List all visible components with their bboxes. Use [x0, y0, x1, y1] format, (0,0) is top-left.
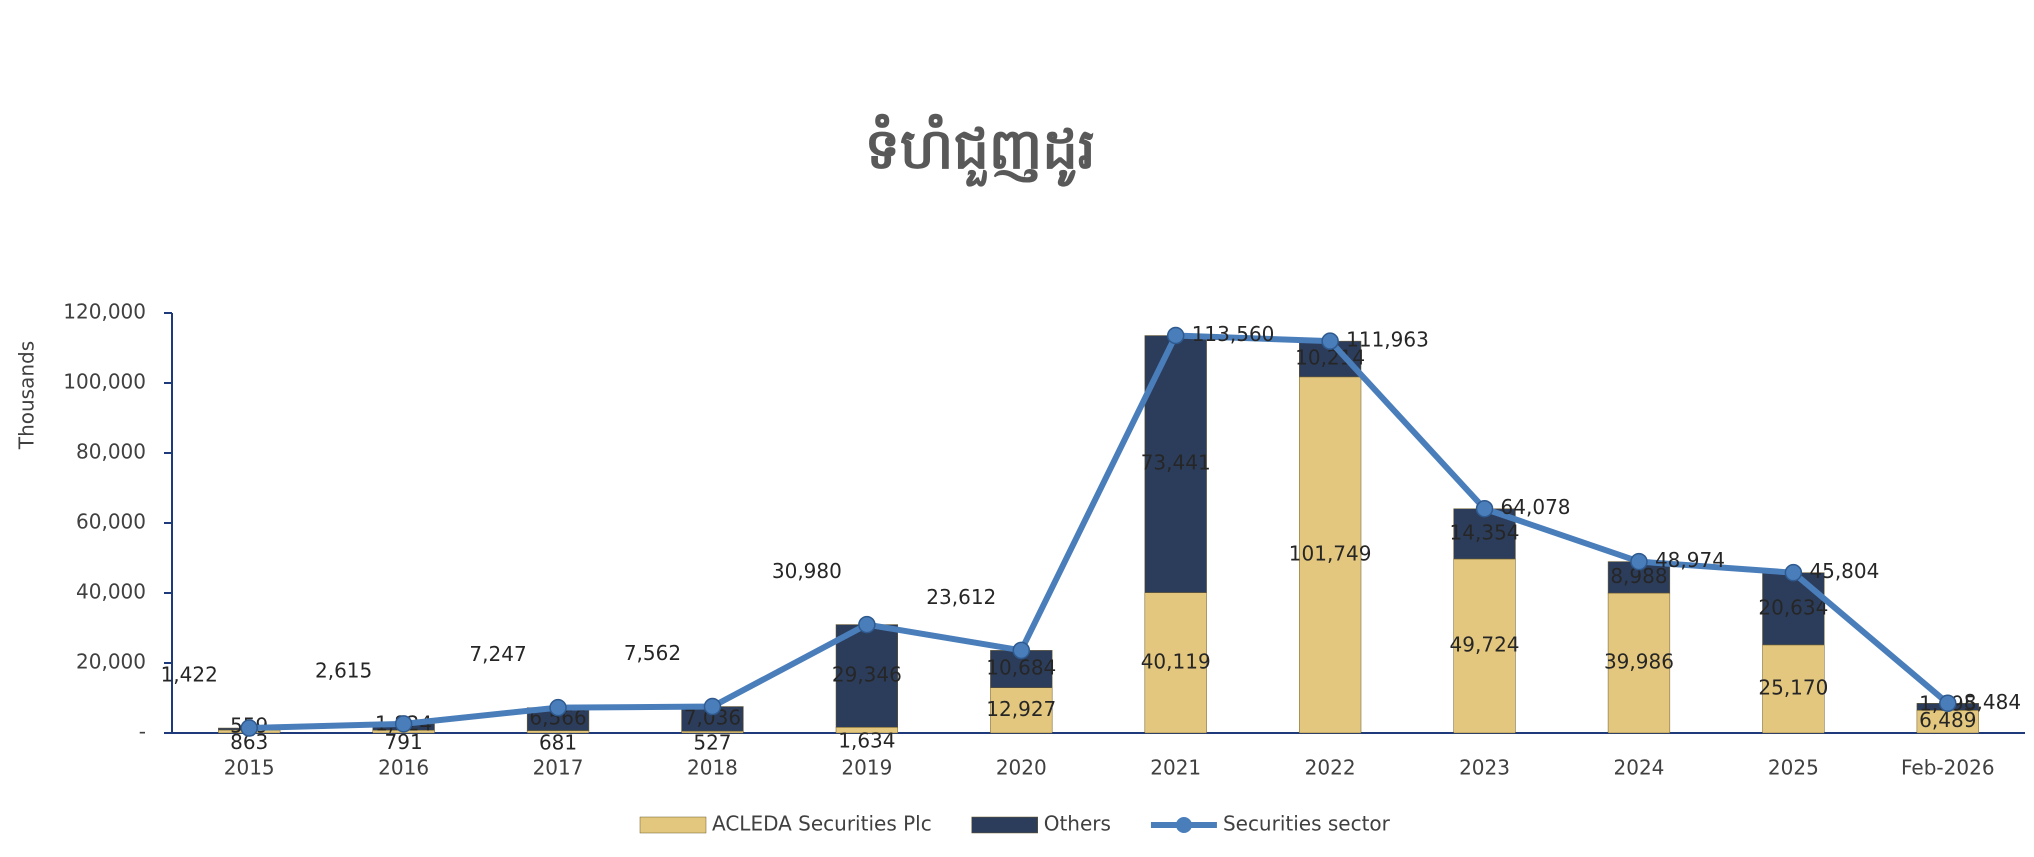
data-label: 2,615 [315, 658, 372, 682]
legend-swatch [971, 816, 1038, 834]
data-label: 791 [385, 730, 423, 754]
data-label: 111,963 [1346, 328, 1429, 352]
legend-swatch [639, 816, 707, 834]
data-label: 113,560 [1192, 322, 1275, 346]
bar-segment [1453, 558, 1516, 734]
y-tick-label: 40,000 [76, 580, 146, 604]
line-marker [1321, 332, 1339, 350]
x-tick-label: 2016 [378, 756, 429, 780]
x-tick-label: 2017 [533, 756, 584, 780]
bar-segment [1762, 644, 1825, 734]
bar-segment [1607, 592, 1671, 734]
bar-segment [990, 687, 1053, 734]
data-label: 29,346 [832, 662, 902, 686]
legend-label: Others [1044, 812, 1111, 836]
line-marker [240, 719, 258, 737]
chart-title: ទំហំជួញដូរ [864, 113, 1095, 187]
line-marker [1475, 499, 1494, 518]
x-tick-label: 2018 [687, 756, 738, 780]
data-label: 14,354 [1450, 520, 1520, 544]
data-label: 20,634 [1758, 595, 1828, 619]
data-label: 73,441 [1141, 451, 1211, 475]
line-marker [1166, 326, 1185, 345]
y-tick-label: 80,000 [76, 440, 146, 464]
legend-label: Securities sector [1223, 812, 1391, 836]
y-tick-label: 20,000 [76, 650, 146, 674]
bar-segment [1144, 592, 1207, 734]
line-marker [394, 715, 413, 733]
line-marker [1630, 552, 1648, 571]
x-tick-label: 2023 [1459, 756, 1510, 780]
x-tick-label: 2015 [224, 756, 275, 780]
bar-segment [835, 624, 899, 728]
data-label: 64,078 [1501, 495, 1571, 519]
data-label: 10,684 [986, 656, 1056, 680]
y-tick-label: 120,000 [63, 300, 146, 324]
legend-swatch [1175, 817, 1192, 833]
data-label: 1,634 [838, 729, 895, 753]
y-tick-label: 100,000 [63, 370, 146, 394]
line-marker [703, 697, 722, 716]
line-marker [858, 615, 876, 634]
data-label: 527 [693, 731, 731, 755]
data-label: 39,986 [1604, 650, 1674, 674]
bar-segment [1762, 572, 1825, 646]
data-label: 30,980 [772, 559, 842, 583]
data-label: 8,484 [1964, 690, 2021, 714]
line-marker [1784, 563, 1803, 582]
data-label: 12,927 [986, 697, 1056, 721]
line-marker [1012, 641, 1031, 660]
x-tick-label: 2019 [841, 756, 892, 780]
bar-segment [1298, 376, 1362, 734]
data-label: 49,724 [1450, 632, 1520, 656]
y-tick-label: 60,000 [76, 510, 146, 534]
data-label: 48,974 [1655, 548, 1725, 572]
legend-label: ACLEDA Securities Plc [712, 812, 932, 836]
y-axis-label: Thousands [15, 341, 39, 450]
y-tick-label: - [139, 720, 146, 744]
line-marker [1939, 694, 1957, 713]
data-label: 23,612 [926, 585, 996, 609]
x-tick-label: 2025 [1768, 756, 1819, 780]
data-label: 1,422 [161, 663, 218, 687]
data-label: 7,562 [624, 641, 681, 665]
data-label: 681 [539, 730, 577, 754]
x-tick-label: 2022 [1305, 756, 1356, 780]
x-tick-label: 2020 [996, 756, 1047, 780]
data-label: 45,804 [1809, 559, 1879, 583]
x-tick-label: 2021 [1150, 756, 1201, 780]
data-label: 101,749 [1289, 541, 1372, 565]
data-label: 6,489 [1919, 708, 1976, 732]
x-tick-label: 2024 [1614, 756, 1665, 780]
data-label: 7,247 [469, 642, 526, 666]
line-marker [549, 698, 567, 717]
data-label: 25,170 [1758, 675, 1828, 699]
line [249, 332, 1950, 732]
x-tick-label: Feb-2026 [1901, 756, 1995, 780]
data-label: 40,119 [1141, 649, 1211, 673]
